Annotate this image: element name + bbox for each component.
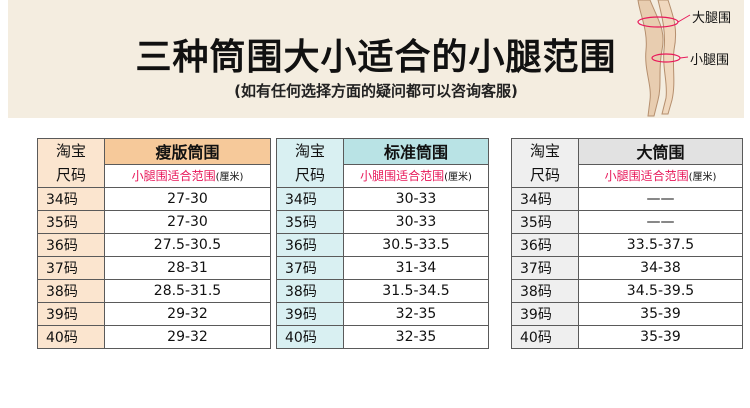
thigh-label: 大腿围 <box>692 11 732 26</box>
range-cell: 28.5-31.5 <box>104 279 271 303</box>
size-cell: 40码 <box>276 325 344 349</box>
key-line1: 淘宝 <box>294 142 325 160</box>
range-cell: 31.5-34.5 <box>343 279 489 303</box>
size-cell: 35码 <box>511 210 579 234</box>
range-cell: 27-30 <box>104 187 271 211</box>
size-cell: 39码 <box>37 302 105 326</box>
range-cell: 35-39 <box>578 302 743 326</box>
table-row: 39码 32-35 <box>276 302 489 326</box>
size-key-header: 淘宝 尺码 <box>276 138 344 188</box>
key-line1: 淘宝 <box>529 142 560 160</box>
table-row: 35码 —— <box>511 210 743 234</box>
size-cell: 38码 <box>511 279 579 303</box>
table-name: 标准筒围 <box>343 138 489 165</box>
table-row: 38码 31.5-34.5 <box>276 279 489 303</box>
size-cell: 39码 <box>276 302 344 326</box>
table-row: 36码 33.5-37.5 <box>511 233 743 257</box>
table-row: 39码 35-39 <box>511 302 743 326</box>
table-row: 39码 29-32 <box>37 302 271 326</box>
size-key-header: 淘宝 尺码 <box>511 138 579 188</box>
unit-text: (厘米) <box>215 172 244 184</box>
table-name: 大筒围 <box>578 138 743 165</box>
leg-illustration-icon <box>637 0 691 117</box>
size-cell: 35码 <box>37 210 105 234</box>
table-row: 38码 34.5-39.5 <box>511 279 743 303</box>
size-cell: 34码 <box>276 187 344 211</box>
range-label-text: 小腿围适合范围 <box>360 169 445 184</box>
size-cell: 36码 <box>276 233 344 257</box>
key-line2: 尺码 <box>55 166 86 184</box>
table-row: 37码 28-31 <box>37 256 271 280</box>
table-row: 34码 27-30 <box>37 187 271 211</box>
key-line2: 尺码 <box>294 166 325 184</box>
size-cell: 40码 <box>511 325 579 349</box>
table-row: 40码 35-39 <box>511 325 743 349</box>
table-row: 38码 28.5-31.5 <box>37 279 271 303</box>
range-cell: 28-31 <box>104 256 271 280</box>
size-cell: 38码 <box>276 279 344 303</box>
range-cell: 32-35 <box>343 302 489 326</box>
range-label-text: 小腿围适合范围 <box>131 169 216 184</box>
range-cell: 27.5-30.5 <box>104 233 271 257</box>
leg-diagram: 大腿围 小腿围 <box>628 0 738 118</box>
range-cell: 30.5-33.5 <box>343 233 489 257</box>
range-cell: 35-39 <box>578 325 743 349</box>
range-label-text: 小腿围适合范围 <box>604 169 689 184</box>
size-cell: 37码 <box>511 256 579 280</box>
range-label: 小腿围适合范围(厘米) <box>104 163 271 189</box>
range-cell: 30-33 <box>343 187 489 211</box>
page-subtitle: (如有任何选择方面的疑问都可以咨询客服) <box>234 82 518 100</box>
key-line1: 淘宝 <box>55 142 86 160</box>
page-title: 三种筒围大小适合的小腿范围 <box>135 37 617 78</box>
range-cell: 34-38 <box>578 256 743 280</box>
range-cell: 29-32 <box>104 302 271 326</box>
header-banner: 三种筒围大小适合的小腿范围 (如有任何选择方面的疑问都可以咨询客服) 大腿围 小… <box>8 0 744 118</box>
calf-label: 小腿围 <box>690 53 730 68</box>
table-row: 37码 34-38 <box>511 256 743 280</box>
size-key-header: 淘宝 尺码 <box>37 138 105 188</box>
size-cell: 35码 <box>276 210 344 234</box>
table-row: 40码 32-35 <box>276 325 489 349</box>
range-cell: 31-34 <box>343 256 489 280</box>
range-cell: 32-35 <box>343 325 489 349</box>
size-cell: 34码 <box>37 187 105 211</box>
range-cell: 34.5-39.5 <box>578 279 743 303</box>
key-line2: 尺码 <box>529 166 560 184</box>
size-cell: 40码 <box>37 325 105 349</box>
size-cell: 38码 <box>37 279 105 303</box>
size-cell: 37码 <box>276 256 344 280</box>
range-label: 小腿围适合范围(厘米) <box>578 163 743 189</box>
unit-text: (厘米) <box>688 172 717 184</box>
table-row: 37码 31-34 <box>276 256 489 280</box>
size-cell: 39码 <box>511 302 579 326</box>
table-name: 瘦版筒围 <box>104 138 271 165</box>
size-cell: 34码 <box>511 187 579 211</box>
range-cell: 30-33 <box>343 210 489 234</box>
size-table-standard: 淘宝 尺码 标准筒围 小腿围适合范围(厘米) 34码 30-33 35码 30-33 3… <box>276 138 489 349</box>
size-cell: 36码 <box>511 233 579 257</box>
size-cell: 36码 <box>37 233 105 257</box>
range-label: 小腿围适合范围(厘米) <box>343 163 489 189</box>
size-table-slim: 淘宝 尺码 瘦版筒围 小腿围适合范围(厘米) 34码 27-30 35码 27-30 3… <box>37 138 271 349</box>
range-cell: 29-32 <box>104 325 271 349</box>
size-cell: 37码 <box>37 256 105 280</box>
table-row: 36码 30.5-33.5 <box>276 233 489 257</box>
unit-text: (厘米) <box>444 172 472 184</box>
range-cell: —— <box>578 187 743 211</box>
table-row: 36码 27.5-30.5 <box>37 233 271 257</box>
table-row: 40码 29-32 <box>37 325 271 349</box>
table-row: 34码 —— <box>511 187 743 211</box>
range-cell: 27-30 <box>104 210 271 234</box>
range-cell: —— <box>578 210 743 234</box>
table-row: 34码 30-33 <box>276 187 489 211</box>
size-table-wide: 淘宝 尺码 大筒围 小腿围适合范围(厘米) 34码 —— 35码 —— 36码 33.5-… <box>511 138 743 349</box>
table-row: 35码 27-30 <box>37 210 271 234</box>
table-row: 35码 30-33 <box>276 210 489 234</box>
range-cell: 33.5-37.5 <box>578 233 743 257</box>
